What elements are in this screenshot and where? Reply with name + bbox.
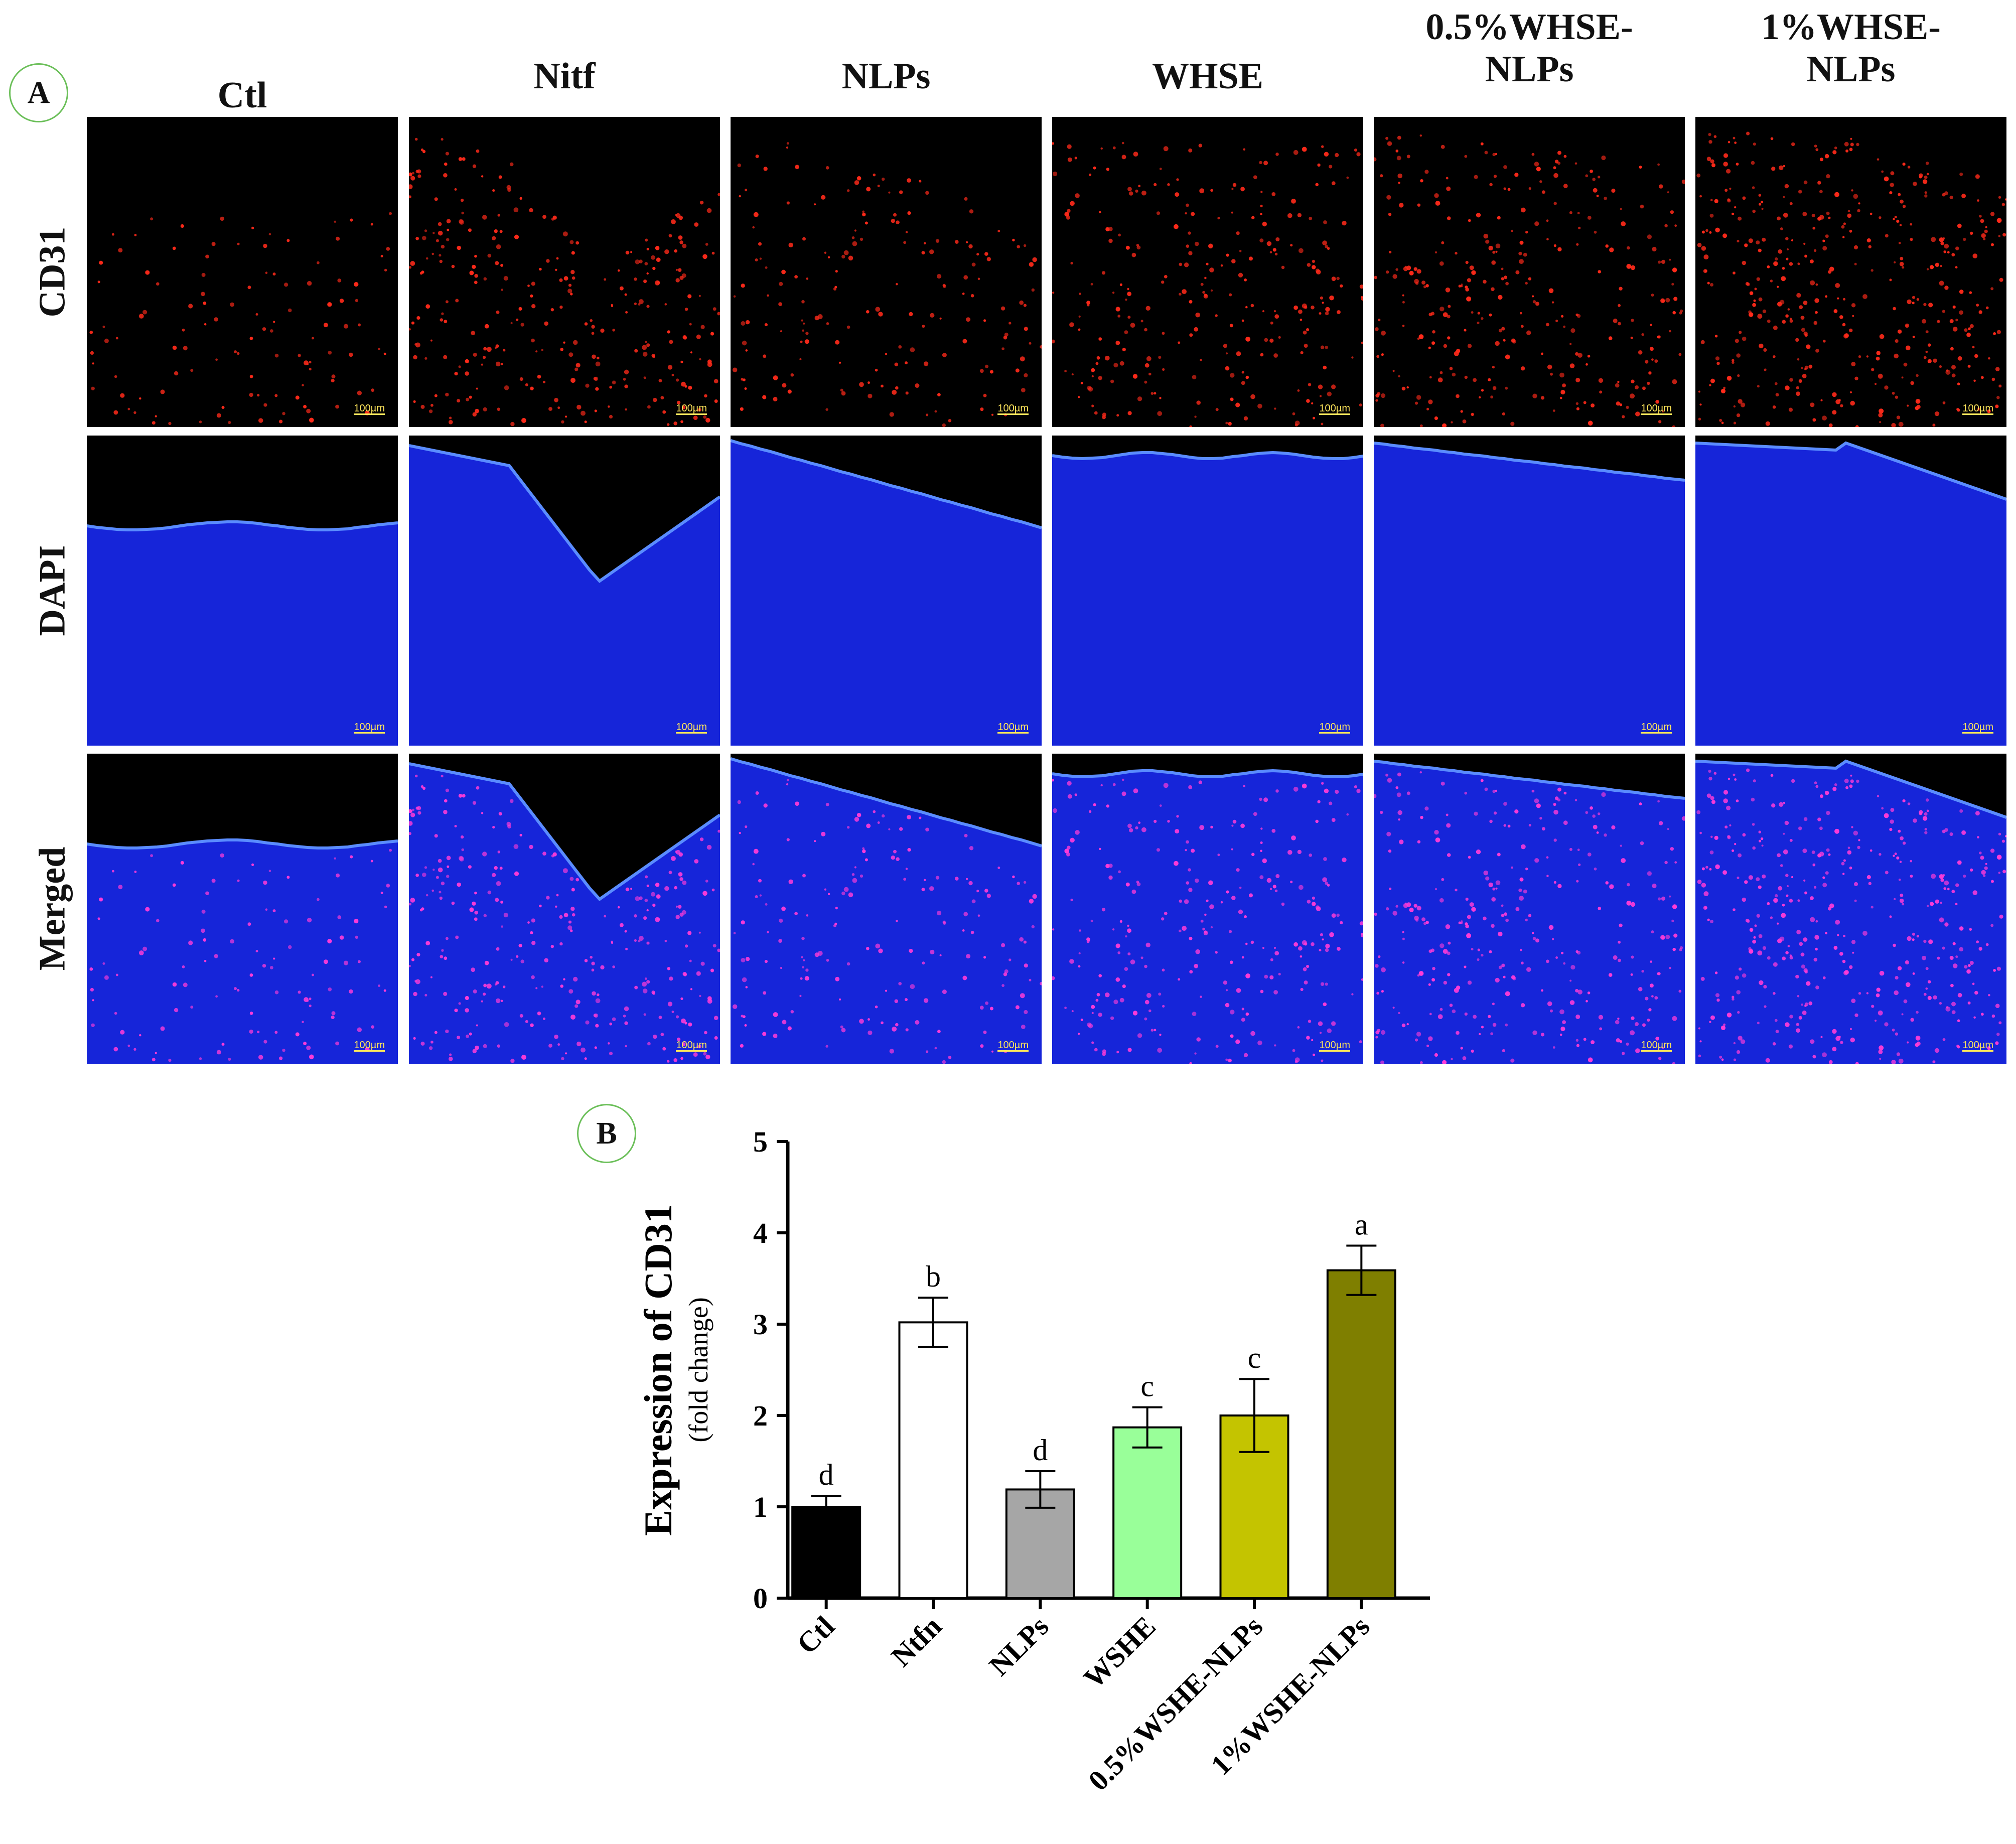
micrograph-merged-4: 100µm [1374, 754, 1685, 1064]
micrograph-cd31-5: 100µm [1695, 117, 2006, 427]
column-label: NLPs [841, 56, 931, 97]
scale-bar: 100µm [354, 403, 385, 415]
y-tick-label: 4 [753, 1217, 768, 1249]
micrograph-cd31-3: 100µm [1052, 117, 1363, 427]
scale-bar: 100µm [1641, 1040, 1672, 1052]
x-tick-label: 0.5%WSHE-NLPs [1082, 1610, 1269, 1797]
bar-1 [898, 1321, 968, 1599]
y-axis-label: Expression of CD31 [636, 1204, 680, 1536]
micrograph-cd31-2: 100µm [731, 117, 1042, 427]
row-label: DAPI [32, 545, 73, 636]
column-label: Ctl [217, 75, 267, 116]
column-label: WHSE [1151, 56, 1264, 97]
scale-bar: 100µm [1962, 722, 1993, 734]
scale-bar: 100µm [1962, 403, 1993, 415]
micrograph-cd31-4: 100µm [1374, 117, 1685, 427]
bar-5 [1326, 1269, 1396, 1599]
y-axis-sublabel: (fold change) [683, 1297, 713, 1442]
micrograph-dapi-0: 100µm [87, 436, 398, 746]
micrograph-merged-5: 100µm [1695, 754, 2006, 1064]
x-tick-label: Ctl [790, 1610, 841, 1660]
column-label: 0.5%WHSE- NLPs [1425, 7, 1633, 90]
scale-bar: 100µm [354, 722, 385, 734]
scale-bar: 100µm [676, 722, 707, 734]
y-tick-label: 2 [753, 1399, 768, 1432]
y-tick-label: 0 [753, 1582, 768, 1615]
micrograph-merged-3: 100µm [1052, 754, 1363, 1064]
scale-bar: 100µm [1319, 1040, 1350, 1052]
significance-label: a [1355, 1208, 1368, 1241]
scale-bar: 100µm [1641, 722, 1672, 734]
scale-bar: 100µm [997, 722, 1029, 734]
column-label: Nitf [533, 56, 596, 97]
micrograph-merged-0: 100µm [87, 754, 398, 1064]
significance-label: c [1140, 1370, 1154, 1403]
micrograph-dapi-5: 100µm [1695, 436, 2006, 746]
y-tick-label: 1 [753, 1491, 768, 1523]
scale-bar: 100µm [354, 1040, 385, 1052]
significance-label: b [926, 1260, 941, 1293]
micrograph-dapi-1: 100µm [409, 436, 720, 746]
x-tick-label: WSHE [1077, 1610, 1162, 1694]
scale-bar: 100µm [997, 1040, 1029, 1052]
y-tick-label: 3 [753, 1308, 768, 1341]
cd31-bar-chart: 0 1 2 3 4 5 Expression of CD31 (fold change) d Ct… [636, 1125, 1430, 1797]
x-tick-label: NLPs [983, 1610, 1055, 1682]
row-label: Merged [32, 846, 73, 971]
scale-bar: 100µm [1319, 722, 1350, 734]
bar-0 [791, 1506, 861, 1599]
micrograph-merged-2: 100µm [731, 754, 1042, 1064]
micrograph-merged-1: 100µm [409, 754, 720, 1064]
micrograph-dapi-4: 100µm [1374, 436, 1685, 746]
x-tick-label: Ntfn [885, 1610, 948, 1673]
scale-bar: 100µm [1962, 1040, 1993, 1052]
significance-label: d [819, 1458, 834, 1491]
micrograph-dapi-3: 100µm [1052, 436, 1363, 746]
micrograph-dapi-2: 100µm [731, 436, 1042, 746]
scale-bar: 100µm [1319, 403, 1350, 415]
row-label: CD31 [32, 226, 73, 318]
micrograph-cd31-0: 100µm [87, 117, 398, 427]
column-label: 1%WHSE- NLPs [1761, 7, 1941, 90]
panel-b-badge: B [577, 1104, 636, 1163]
micrograph-cd31-1: 100µm [409, 117, 720, 427]
scale-bar: 100µm [676, 403, 707, 415]
significance-label: d [1033, 1434, 1048, 1467]
panel-a-badge: A [9, 63, 68, 122]
scale-bar: 100µm [997, 403, 1029, 415]
y-tick-label: 5 [753, 1125, 768, 1158]
scale-bar: 100µm [1641, 403, 1672, 415]
scale-bar: 100µm [676, 1040, 707, 1052]
significance-label: c [1248, 1341, 1261, 1374]
bar-3 [1112, 1426, 1183, 1599]
